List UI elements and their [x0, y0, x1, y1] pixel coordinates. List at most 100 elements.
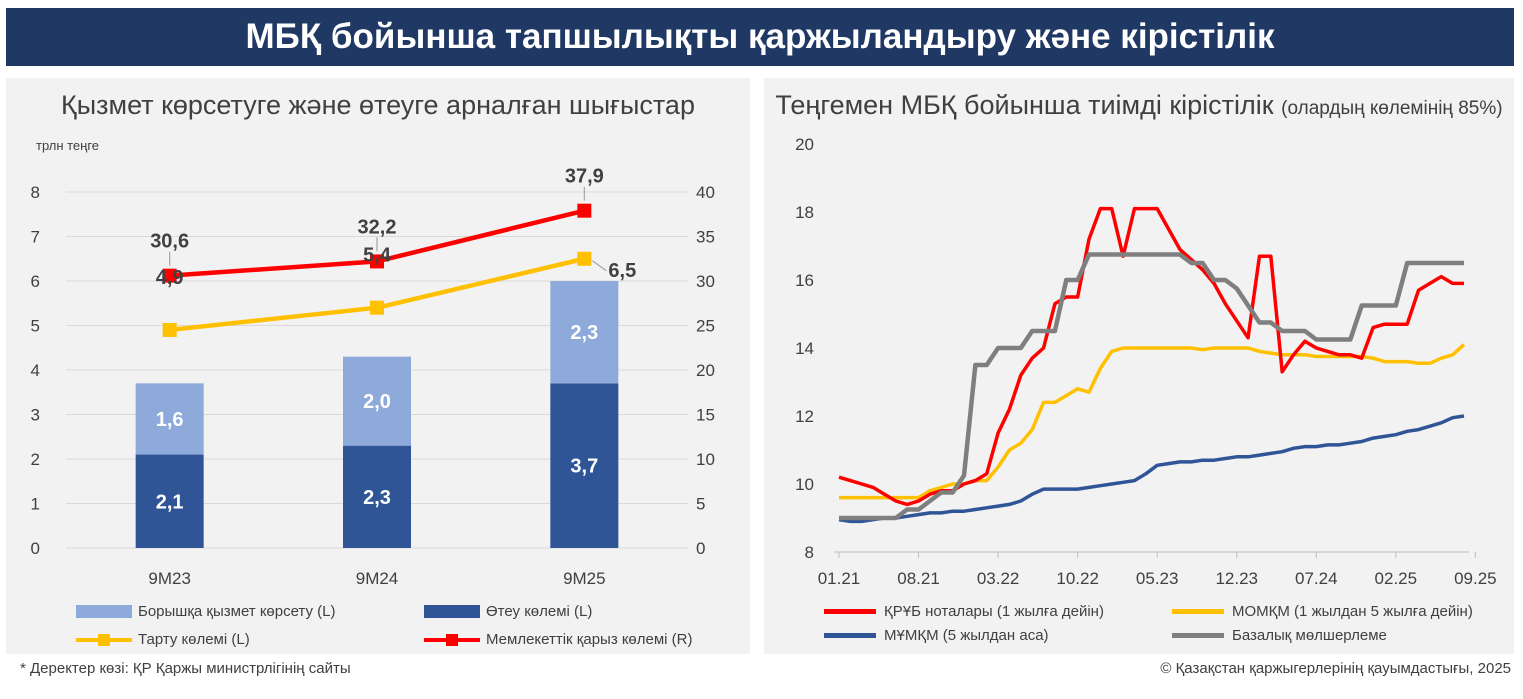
right-legend-item: МҰМҚМ (5 жылдан аса) — [824, 627, 1049, 644]
right-chart-x-tick-label: 01.21 — [818, 569, 861, 588]
right-y-tick-label: 5 — [696, 495, 705, 514]
bar-repayment-label: 2,1 — [156, 491, 184, 513]
bar-repayment-label: 2,3 — [363, 487, 391, 509]
legend-swatch — [76, 633, 132, 647]
legend-swatch — [1172, 633, 1224, 638]
legend-label: Өтеу көлемі (L) — [486, 603, 593, 620]
page-title-banner: МБҚ бойынша тапшылықты қаржыландыру және… — [6, 8, 1514, 66]
right-chart-x-tick-label: 12.23 — [1215, 569, 1258, 588]
right-chart-y-tick-label: 20 — [795, 135, 814, 154]
right-chart-x-tick-label: 07.24 — [1295, 569, 1338, 588]
base-rate-line — [839, 252, 1464, 521]
right-chart-y-tick-label: 14 — [795, 339, 814, 358]
borrowing-marker — [370, 300, 384, 315]
right-y-tick-label: 0 — [696, 539, 705, 558]
legend-swatch — [424, 633, 480, 647]
state-debt-value-label: 30,6 — [150, 231, 189, 253]
right-chart-y-tick-label: 18 — [795, 203, 814, 222]
x-category-label: 9M25 — [563, 569, 606, 588]
right-chart-title-text: Теңгемен МБҚ бойынша тиімді кірістілік — [775, 90, 1274, 120]
right-chart-y-tick-label: 16 — [795, 271, 814, 290]
borrowing-value-label: 4,9 — [156, 267, 184, 289]
right-chart-y-tick-label: 8 — [805, 543, 814, 562]
legend-label: Тарту көлемі (L) — [138, 631, 250, 648]
bar-repayment — [550, 383, 619, 548]
right-chart-x-tick-label: 03.22 — [977, 569, 1020, 588]
state-debt-value-label: 32,2 — [358, 216, 397, 238]
right-chart-title-note: (олардың көлемінің 85%) — [1281, 98, 1503, 119]
right-legend-item: ҚРҰБ ноталары (1 жылға дейін) — [824, 603, 1104, 620]
bar-debt-service-label: 1,6 — [156, 409, 184, 431]
right-chart-panel: Теңгемен МБҚ бойынша тиімді кірістілік (… — [764, 78, 1514, 654]
bar-repayment — [343, 445, 411, 548]
left-legend-item: Өтеу көлемі (L) — [424, 603, 592, 620]
copyright-note: © Қазақстан қаржыгерлерінің қауымдастығы… — [1160, 660, 1511, 677]
right-y-tick-label: 30 — [696, 272, 715, 291]
legend-label: Базалық мөлшерлеме — [1232, 627, 1387, 644]
borrowing-marker — [162, 322, 177, 337]
x-category-label: 9M24 — [356, 569, 399, 588]
left-chart-title: Қызмет көрсетуге және өтеуге арналған шы… — [61, 90, 695, 120]
left-legend-item: Мемлекеттік қарыз көлемі (R) — [424, 631, 693, 648]
bar-debt-service-label: 2,3 — [570, 322, 598, 344]
left-y-tick-label: 7 — [31, 228, 40, 247]
state-debt-marker — [162, 268, 177, 283]
legend-label: Борышқа қызмет көрсету (L) — [138, 603, 336, 620]
right-y-tick-label: 15 — [696, 406, 715, 425]
left-y-tick-label: 3 — [31, 406, 40, 425]
right-legend-item: Базалық мөлшерлеме — [1172, 627, 1387, 644]
left-legend-item: Тарту көлемі (L) — [76, 631, 250, 648]
left-y-tick-label: 6 — [31, 272, 40, 291]
right-chart-title: Теңгемен МБҚ бойынша тиімді кірістілік (… — [764, 90, 1514, 121]
source-footnote: * Деректер көзі: ҚР Қаржы министрлігінің… — [20, 660, 351, 677]
borrowing-label-leader — [591, 260, 607, 272]
legend-swatch — [424, 605, 480, 618]
left-y-tick-label: 2 — [31, 450, 40, 469]
left-y-tick-label: 0 — [31, 539, 40, 558]
borrowing-value-label: 6,5 — [608, 260, 636, 282]
bar-repayment-label: 3,7 — [570, 456, 598, 478]
legend-label: ҚРҰБ ноталары (1 жылға дейін) — [884, 603, 1104, 620]
right-y-tick-label: 40 — [696, 183, 715, 202]
legend-swatch — [1172, 609, 1224, 614]
left-chart-panel: Қызмет көрсетуге және өтеуге арналған шы… — [6, 78, 750, 654]
bar-repayment — [135, 454, 204, 548]
bar-debt-service — [343, 356, 411, 446]
left-chart-unit-label: трлн теңге — [36, 138, 100, 153]
left-chart-svg: 0 1 2 3 4 5 6 7 8 0 5 10 15 20 25 30 35 40 2,1 1,6 9M23 2,3 2,… — [31, 166, 715, 588]
state-debt-value-label: 37,9 — [565, 166, 604, 188]
state-debt-marker — [370, 254, 384, 269]
right-chart-x-tick-label: 08.21 — [897, 569, 940, 588]
mtkgm-yield-line — [839, 343, 1466, 500]
page-title: МБҚ бойынша тапшылықты қаржыландыру және… — [245, 17, 1275, 56]
legend-label: Мемлекеттік қарыз көлемі (R) — [486, 631, 693, 648]
right-chart-y-tick-label: 10 — [795, 475, 814, 494]
right-chart-x-tick-label: 05.23 — [1136, 569, 1179, 588]
right-chart-x-tick-label: 10.22 — [1056, 569, 1099, 588]
borrowing-value-label: 5,4 — [363, 245, 392, 267]
right-legend-item: МОМҚМ (1 жылдан 5 жылға дейін) — [1172, 603, 1473, 620]
left-y-tick-label: 8 — [31, 183, 40, 202]
bar-debt-service — [135, 383, 204, 455]
borrowing-marker — [577, 251, 592, 266]
bar-debt-service — [550, 281, 619, 384]
long-bonds-yield-line — [838, 414, 1465, 524]
right-chart-x-tick-label: 09.25 — [1454, 569, 1497, 588]
bar-debt-service-label: 2,0 — [363, 391, 391, 413]
right-chart-y-tick-label: 12 — [795, 407, 814, 426]
state-debt-marker — [577, 203, 592, 218]
left-y-tick-label: 4 — [31, 361, 40, 380]
x-category-label: 9M23 — [148, 569, 191, 588]
right-y-tick-label: 25 — [696, 317, 715, 336]
right-chart-svg: 8 10 12 14 16 18 20 01.21 08.21 03.22 10.22 05.23 12… — [795, 135, 1497, 588]
left-y-tick-label: 5 — [31, 317, 40, 336]
right-y-tick-label: 20 — [696, 361, 715, 380]
legend-swatch — [76, 605, 132, 618]
right-chart-x-tick-label: 02.25 — [1375, 569, 1418, 588]
legend-swatch — [824, 609, 876, 614]
left-legend-item: Борышқа қызмет көрсету (L) — [76, 603, 335, 620]
right-y-tick-label: 10 — [696, 450, 715, 469]
legend-swatch — [824, 633, 876, 638]
right-y-tick-label: 35 — [696, 228, 715, 247]
legend-label: МҰМҚМ (5 жылдан аса) — [884, 627, 1049, 644]
